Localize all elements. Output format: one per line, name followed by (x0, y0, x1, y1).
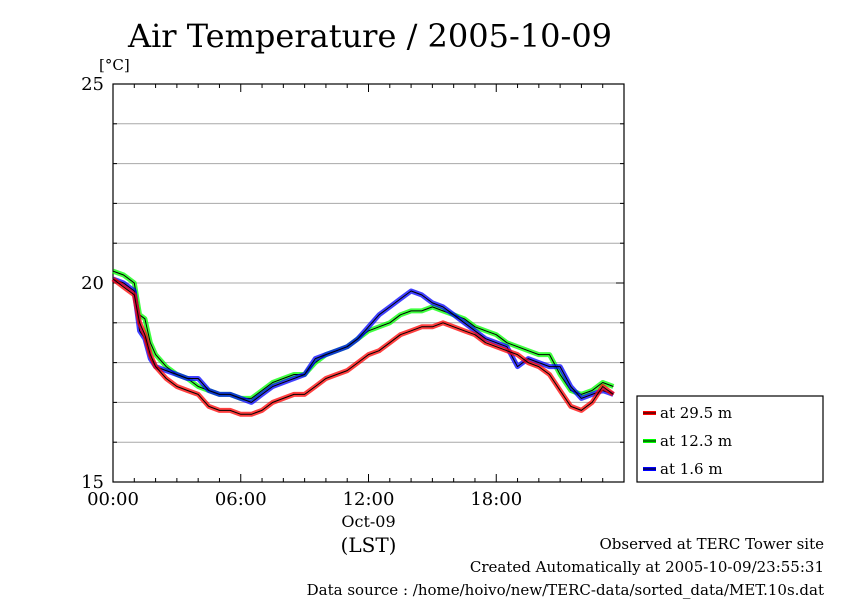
y-tick-label: 15 (81, 472, 104, 493)
y-axis-label: [°C] (99, 56, 130, 74)
footer-site: Observed at TERC Tower site (599, 535, 824, 553)
legend-box (636, 395, 824, 483)
legend-label: at 12.3 m (660, 432, 732, 450)
series-line (112, 278, 614, 415)
legend-label: at 1.6 m (660, 460, 723, 478)
x-tick-label: 18:00 (470, 489, 522, 510)
footer-created: Created Automatically at 2005-10-09/23:5… (469, 558, 824, 576)
x-unit-label: (LST) (341, 533, 397, 557)
x-tick-label: 06:00 (215, 489, 267, 510)
y-tick-label: 20 (81, 273, 104, 294)
footer-source: Data source : /home/hoivo/new/TERC-data/… (306, 581, 824, 599)
series-line-halo (111, 277, 615, 417)
x-tick-label: 12:00 (343, 489, 395, 510)
chart-title: Air Temperature / 2005-10-09 (127, 17, 612, 55)
series-line (112, 278, 614, 403)
x-date-label: Oct-09 (341, 512, 395, 531)
x-tick-label: 00:00 (87, 489, 139, 510)
legend-label: at 29.5 m (660, 404, 732, 422)
y-tick-label: 25 (81, 74, 104, 95)
series-line-halo (112, 276, 615, 405)
